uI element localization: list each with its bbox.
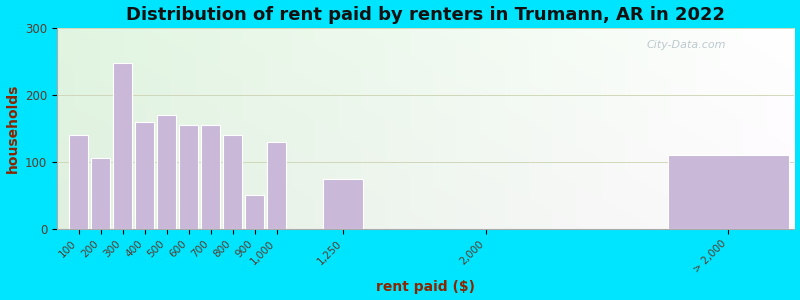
Bar — [179, 125, 198, 229]
Bar — [201, 125, 220, 229]
Text: City-Data.com: City-Data.com — [647, 40, 726, 50]
Y-axis label: households: households — [6, 84, 19, 173]
Bar — [135, 122, 154, 229]
Bar — [223, 135, 242, 229]
Bar — [69, 135, 88, 229]
Bar — [323, 178, 363, 229]
Bar — [157, 115, 176, 229]
Bar — [668, 155, 789, 229]
X-axis label: rent paid ($): rent paid ($) — [376, 280, 475, 294]
Bar — [245, 195, 264, 229]
Bar — [113, 63, 132, 229]
Bar — [91, 158, 110, 229]
Title: Distribution of rent paid by renters in Trumann, AR in 2022: Distribution of rent paid by renters in … — [126, 6, 726, 24]
Bar — [267, 142, 286, 229]
